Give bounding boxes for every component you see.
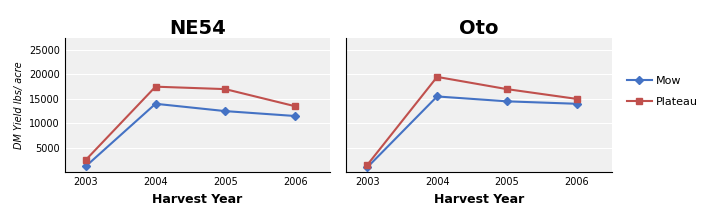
Legend: Mow, Plateau: Mow, Plateau	[625, 74, 701, 109]
Y-axis label: DM Yield lbs/ acre: DM Yield lbs/ acre	[14, 61, 24, 149]
X-axis label: Harvest Year: Harvest Year	[152, 193, 243, 206]
Title: Oto: Oto	[459, 19, 499, 38]
Title: NE54: NE54	[169, 19, 226, 38]
X-axis label: Harvest Year: Harvest Year	[434, 193, 524, 206]
